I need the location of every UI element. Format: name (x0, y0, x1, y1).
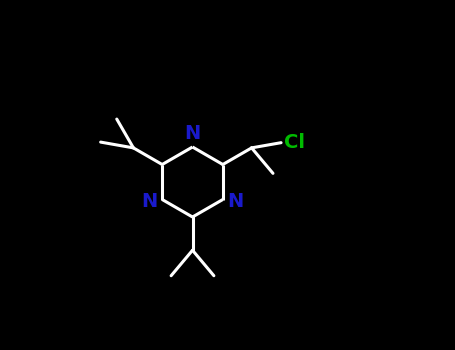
Text: N: N (227, 192, 243, 211)
Text: N: N (184, 124, 201, 143)
Text: Cl: Cl (284, 133, 305, 152)
Text: N: N (142, 192, 158, 211)
